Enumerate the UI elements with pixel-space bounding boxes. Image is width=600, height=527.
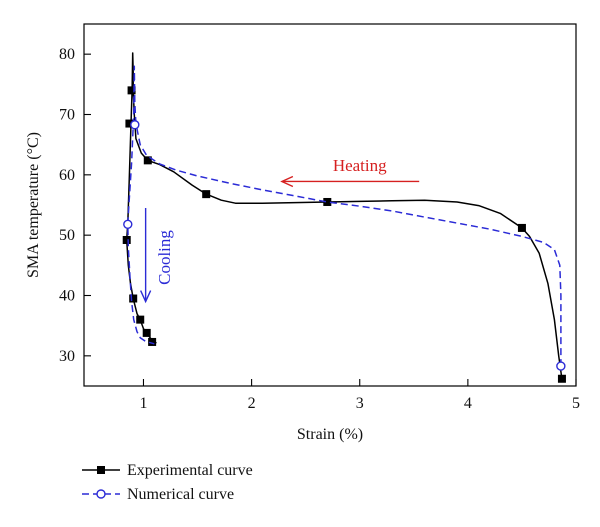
experimental-marker-7 — [123, 236, 131, 244]
x-tick-label-3: 3 — [356, 395, 364, 412]
legend: Experimental curve Numerical curve — [82, 462, 253, 503]
x-tick-label-2: 2 — [248, 395, 256, 412]
numerical-curve-line — [128, 66, 561, 366]
cooling-label: Cooling — [155, 230, 174, 285]
sma-strain-temperature-chart: 1 2 3 4 5 30 40 50 60 70 80 Heating Cooling Strain … — [0, 0, 600, 527]
numerical-marker-2 — [124, 220, 132, 228]
x-tick-label-1: 1 — [139, 395, 147, 412]
x-axis-title: Strain (%) — [297, 426, 363, 443]
x-tick-label-4: 4 — [464, 395, 472, 412]
ticks-layer: 1 2 3 4 5 30 40 50 60 70 80 — [59, 46, 580, 412]
y-tick-label-70: 70 — [59, 107, 75, 124]
experimental-marker-3 — [202, 190, 210, 198]
y-axis-title: SMA temperature (°C) — [25, 132, 42, 278]
experimental-marker-1 — [518, 224, 526, 232]
experimental-marker-0 — [558, 375, 566, 383]
y-tick-label-60: 60 — [59, 167, 75, 184]
experimental-marker-10 — [143, 329, 151, 337]
y-tick-label-30: 30 — [59, 348, 75, 365]
heating-label: Heating — [333, 156, 387, 175]
experimental-legend-label: Experimental curve — [127, 462, 253, 479]
series-layer — [123, 53, 566, 383]
experimental-curve-line — [127, 53, 562, 379]
experimental-legend-marker — [97, 466, 105, 474]
numerical-legend-label: Numerical curve — [127, 486, 234, 503]
experimental-marker-8 — [129, 295, 137, 303]
numerical-marker-0 — [557, 362, 565, 370]
chart-root: 1 2 3 4 5 30 40 50 60 70 80 Heating Cooling Strain … — [0, 0, 600, 527]
y-tick-label-80: 80 — [59, 46, 75, 63]
y-tick-label-40: 40 — [59, 288, 75, 305]
x-tick-label-5: 5 — [572, 395, 580, 412]
experimental-marker-9 — [136, 316, 144, 324]
y-tick-label-50: 50 — [59, 227, 75, 244]
numerical-legend-marker — [97, 490, 105, 498]
numerical-marker-1 — [131, 121, 139, 129]
